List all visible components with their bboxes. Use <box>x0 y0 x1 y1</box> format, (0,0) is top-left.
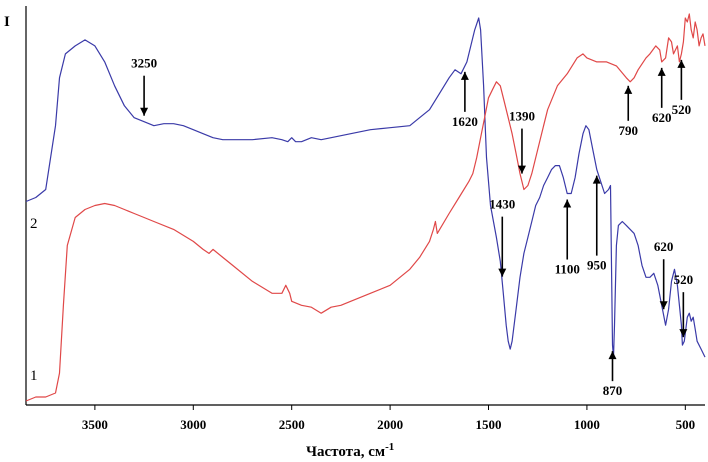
x-axis-title-sup: -1 <box>385 441 394 453</box>
x-tick-label: 2000 <box>377 417 403 432</box>
annotation-label: 1100 <box>555 262 580 277</box>
annotation-label: 790 <box>618 123 638 138</box>
annotation-label: 1620 <box>452 114 478 129</box>
y-axis-title: I <box>4 14 10 30</box>
annotation-arrowhead <box>592 175 601 184</box>
annotation-arrowhead <box>677 59 686 68</box>
chart-axes: 3500 3000 2500 2000 1500 1000 500 <box>25 6 705 432</box>
series-label-2: 2 <box>30 216 38 232</box>
annotation-arrowhead <box>140 107 149 116</box>
annotation-arrowhead <box>624 85 633 94</box>
x-axis-title-main: Частота, см <box>306 444 385 460</box>
annotation-label: 1390 <box>509 109 535 124</box>
annotation-label: 950 <box>587 258 607 273</box>
annotation-arrowhead <box>460 71 469 80</box>
annotation-arrowhead <box>498 268 507 277</box>
spectrum-line-1 <box>25 13 706 402</box>
chart-series <box>25 13 706 402</box>
annotation-label: 3250 <box>131 56 157 71</box>
annotation-arrowhead <box>517 165 526 174</box>
x-tick-label: 3000 <box>180 417 206 432</box>
x-tick-label: 500 <box>676 417 696 432</box>
annotation-label: 520 <box>674 272 694 287</box>
annotation-arrowhead <box>659 301 668 310</box>
x-tick-label: 1000 <box>574 417 600 432</box>
x-tick-label: 2500 <box>279 417 305 432</box>
annotation-label: 620 <box>654 239 674 254</box>
annotation-label: 520 <box>672 102 692 117</box>
annotation-arrowhead <box>563 199 572 208</box>
x-axis-title: Частота, см-1 <box>306 441 394 460</box>
annotation-label: 870 <box>603 383 623 398</box>
annotation-label: 1430 <box>489 197 515 212</box>
spectrum-line-2 <box>25 17 706 358</box>
annotation-label: 620 <box>652 110 672 125</box>
annotation-arrowhead <box>679 329 688 338</box>
x-tick-label: 1500 <box>476 417 502 432</box>
x-tick-label: 3500 <box>82 417 108 432</box>
annotation-arrowhead <box>657 67 666 76</box>
annotation-arrowhead <box>608 351 617 360</box>
series-label-1: 1 <box>30 368 38 384</box>
